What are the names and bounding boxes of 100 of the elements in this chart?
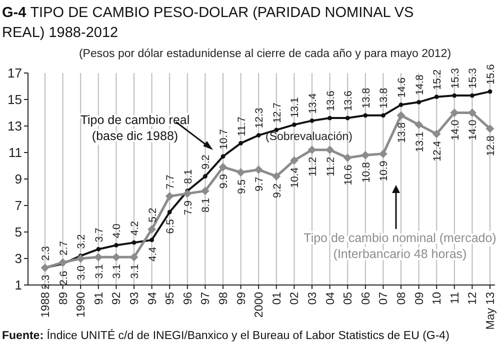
x-tick-label: 08	[396, 292, 408, 305]
point	[148, 225, 156, 234]
point	[468, 108, 476, 117]
text: Tipo de cambio real (base dic 1988)	[80, 113, 190, 143]
data-label: 4.0	[111, 223, 124, 238]
x-tick-label: 01	[271, 292, 284, 305]
point	[488, 89, 492, 94]
data-label: 12.4	[432, 140, 444, 162]
data-label: 9.2	[200, 154, 212, 170]
data-label: 10.7	[218, 128, 230, 150]
point	[361, 150, 370, 160]
point	[381, 113, 386, 118]
point	[414, 120, 423, 129]
point	[114, 243, 118, 248]
point	[452, 93, 457, 98]
data-label: 13.6	[342, 90, 355, 112]
point	[328, 116, 332, 120]
data-label: 13.8	[360, 88, 372, 108]
point	[76, 254, 85, 263]
x-tick-label: 06	[360, 292, 372, 305]
x-tick-label: May 13	[485, 292, 497, 330]
point	[256, 133, 261, 138]
chart-title: G-4 TIPO DE CAMBIO PESO-DOLAR (PARIDAD NOMINAL VS REAL) 1988-2012	[2, 5, 414, 41]
point	[486, 124, 494, 133]
data-label: 8.1	[182, 169, 194, 184]
point	[96, 247, 101, 252]
data-label: 2.7	[58, 240, 70, 256]
data-label: 10.8	[360, 162, 372, 183]
y-tick-label: 17	[8, 66, 22, 81]
point	[345, 116, 350, 120]
point	[218, 162, 228, 172]
point	[416, 100, 421, 104]
chart-subtitle: (Pesos por dólar estadunidense al cierre de cada año y para mayo 2012)	[78, 48, 452, 60]
point	[470, 93, 474, 98]
y-tick-label: 9	[14, 172, 22, 187]
data-label: 4.2	[129, 220, 141, 236]
data-label: 13.8	[378, 88, 390, 108]
x-tick-label: 07	[378, 292, 390, 305]
x-tick-label: 99	[236, 292, 248, 305]
data-label: 10.6	[342, 164, 355, 186]
data-label: 14.0	[449, 120, 462, 140]
x-tick-label: 02	[289, 292, 302, 305]
data-label: 3.0	[76, 265, 88, 280]
x-tick-label: 12	[467, 292, 480, 305]
data-label: 10.4	[289, 167, 302, 188]
point	[130, 252, 138, 262]
data-label: 3.2	[76, 234, 88, 249]
x-tick-label: 95	[164, 292, 177, 305]
point	[112, 252, 120, 262]
point	[132, 240, 136, 245]
point	[183, 189, 192, 198]
data-label: 14.0	[467, 120, 480, 140]
x-tick-label: 98	[218, 292, 230, 305]
y-tick-label: 15	[8, 92, 22, 108]
y-tick-label: 11	[8, 145, 22, 160]
y-tick-label: 3	[14, 251, 22, 266]
y-tick-label: 5	[14, 224, 22, 240]
point	[167, 210, 172, 214]
data-label: 10.9	[378, 160, 390, 182]
data-label: 9.5	[236, 179, 248, 194]
data-label: 12.3	[254, 108, 266, 128]
y-tick-label: 7	[14, 198, 22, 214]
point	[238, 141, 243, 146]
point	[236, 168, 245, 177]
y-tick-label: 13	[8, 118, 22, 134]
point	[398, 102, 404, 107]
x-tick-label: 11	[449, 292, 462, 304]
annotation: (Sobrevaluación)	[266, 131, 353, 143]
data-label: 12.7	[271, 102, 284, 123]
data-label: 11.7	[236, 116, 248, 136]
data-label: 15.3	[449, 68, 462, 89]
data-label: 13.8	[396, 122, 408, 143]
point	[326, 146, 334, 154]
point	[363, 113, 368, 118]
data-label: 2.6	[58, 270, 70, 286]
data-label: 12.8	[485, 135, 497, 156]
point	[272, 172, 281, 181]
data-label: 6.5	[164, 218, 177, 234]
point	[308, 146, 316, 154]
x-tick-label: 10	[432, 292, 444, 305]
x-tick-label: 96	[182, 292, 194, 305]
point	[201, 186, 210, 196]
point	[165, 192, 174, 200]
point	[203, 174, 208, 179]
data-label: 9.9	[218, 174, 230, 189]
source-note: Fuente: Índice UNITÉ c/d de INEGI/Banxico y el Bureau of Labor Statistics de EU (G-4)	[2, 329, 450, 342]
data-label: 11.2	[307, 156, 319, 177]
x-tick-label: 93	[129, 292, 141, 305]
data-label: 15.2	[432, 69, 444, 90]
x-tick-label: 91	[93, 292, 106, 305]
data-label: 8.1	[200, 198, 212, 213]
point	[432, 130, 441, 138]
x-tick-label: 92	[111, 292, 124, 305]
x-tick-label: 97	[200, 292, 212, 305]
data-label: 5.2	[146, 208, 159, 222]
data-label: 13.1	[289, 97, 302, 118]
point	[434, 94, 439, 100]
data-label: 3.7	[93, 227, 106, 242]
point	[254, 166, 263, 174]
data-label: 14.8	[414, 74, 426, 96]
